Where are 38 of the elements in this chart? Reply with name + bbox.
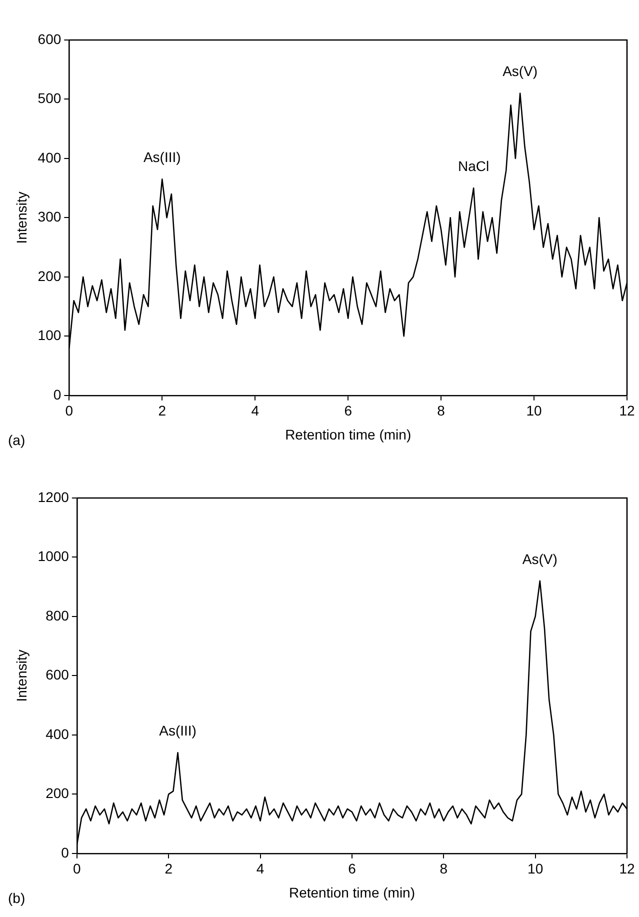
y-tick-label: 1000 <box>38 548 70 564</box>
y-tick-label: 0 <box>61 844 70 860</box>
y-tick-label: 400 <box>38 149 62 166</box>
y-tick-label: 500 <box>38 90 62 106</box>
y-axis-title: Intensity <box>13 650 30 702</box>
x-axis-title: Retention time (min) <box>285 426 412 442</box>
x-tick-label: 0 <box>73 860 82 877</box>
x-tick-label: 2 <box>158 402 166 419</box>
y-tick-label: 100 <box>38 327 62 344</box>
annotation: As(III) <box>159 722 196 739</box>
y-tick-label: 0 <box>53 386 62 402</box>
y-tick-label: 200 <box>38 268 62 284</box>
y-tick-label: 200 <box>46 785 70 802</box>
annotation: As(V) <box>522 550 558 567</box>
y-axis-title: Intensity <box>13 192 30 244</box>
x-tick-label: 6 <box>348 860 356 877</box>
text: (b) <box>8 890 26 906</box>
y-tick-label: 600 <box>46 666 70 683</box>
annotation: As(III) <box>143 149 181 166</box>
x-tick-label: 4 <box>251 402 260 419</box>
x-tick-label: 10 <box>528 860 544 877</box>
x-axis-title: Retention time (min) <box>288 884 415 900</box>
x-tick-label: 12 <box>619 860 635 877</box>
annotation: NaCl <box>458 158 490 174</box>
annotation: As(V) <box>502 63 538 80</box>
x-tick-label: 8 <box>437 402 446 419</box>
y-tick-label: 1200 <box>38 488 70 505</box>
x-tick-label: 10 <box>526 402 542 419</box>
x-tick-label: 8 <box>440 860 448 877</box>
y-tick-label: 300 <box>38 208 62 225</box>
x-tick-label: 2 <box>164 860 173 877</box>
y-tick-label: 600 <box>38 30 62 47</box>
x-tick-label: 4 <box>256 860 264 877</box>
x-tick-label: 12 <box>619 402 635 419</box>
x-tick-label: 6 <box>344 402 352 419</box>
y-tick-label: 800 <box>46 607 70 624</box>
text: (a) <box>8 432 26 448</box>
y-tick-label: 400 <box>46 726 70 742</box>
